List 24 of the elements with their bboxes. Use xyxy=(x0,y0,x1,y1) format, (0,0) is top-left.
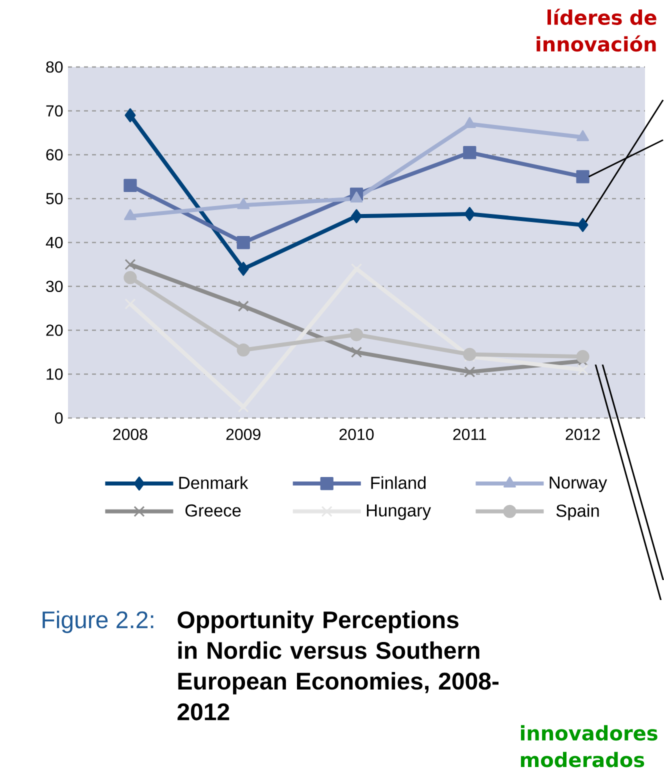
x-tick-label: 2009 xyxy=(226,428,260,440)
x-tick-label: 2011 xyxy=(453,428,486,440)
y-tick-label: 30 xyxy=(46,280,63,292)
legend-label: Finland xyxy=(371,476,426,489)
legend-label: Norway xyxy=(550,476,608,492)
y-tick-label: 80 xyxy=(46,61,63,73)
legend-label: Spain xyxy=(556,504,599,520)
y-tick-label: 0 xyxy=(55,412,63,424)
text: innovadores moderados xyxy=(520,725,658,768)
y-tick-label: 60 xyxy=(46,149,63,160)
y-tick-label: 70 xyxy=(46,105,63,117)
text: líderes de innovación xyxy=(536,8,656,52)
text: Opportunity Perceptions in Nordic versus Southern European Economies, 2008-2012 xyxy=(178,610,498,720)
legend-label: Greece xyxy=(185,504,241,517)
legend-label: Hungary xyxy=(366,504,431,520)
y-tick-label: 10 xyxy=(46,368,63,380)
legend-label: Denmark xyxy=(179,476,248,489)
x-tick-label: 2008 xyxy=(113,428,148,440)
y-tick-label: 50 xyxy=(46,192,63,204)
y-tick-label: 40 xyxy=(46,236,63,248)
y-tick-label: 20 xyxy=(46,324,63,336)
text: Figure 2.2: xyxy=(42,610,154,634)
x-tick-label: 2010 xyxy=(340,428,374,440)
x-tick-label: 2012 xyxy=(566,428,600,440)
